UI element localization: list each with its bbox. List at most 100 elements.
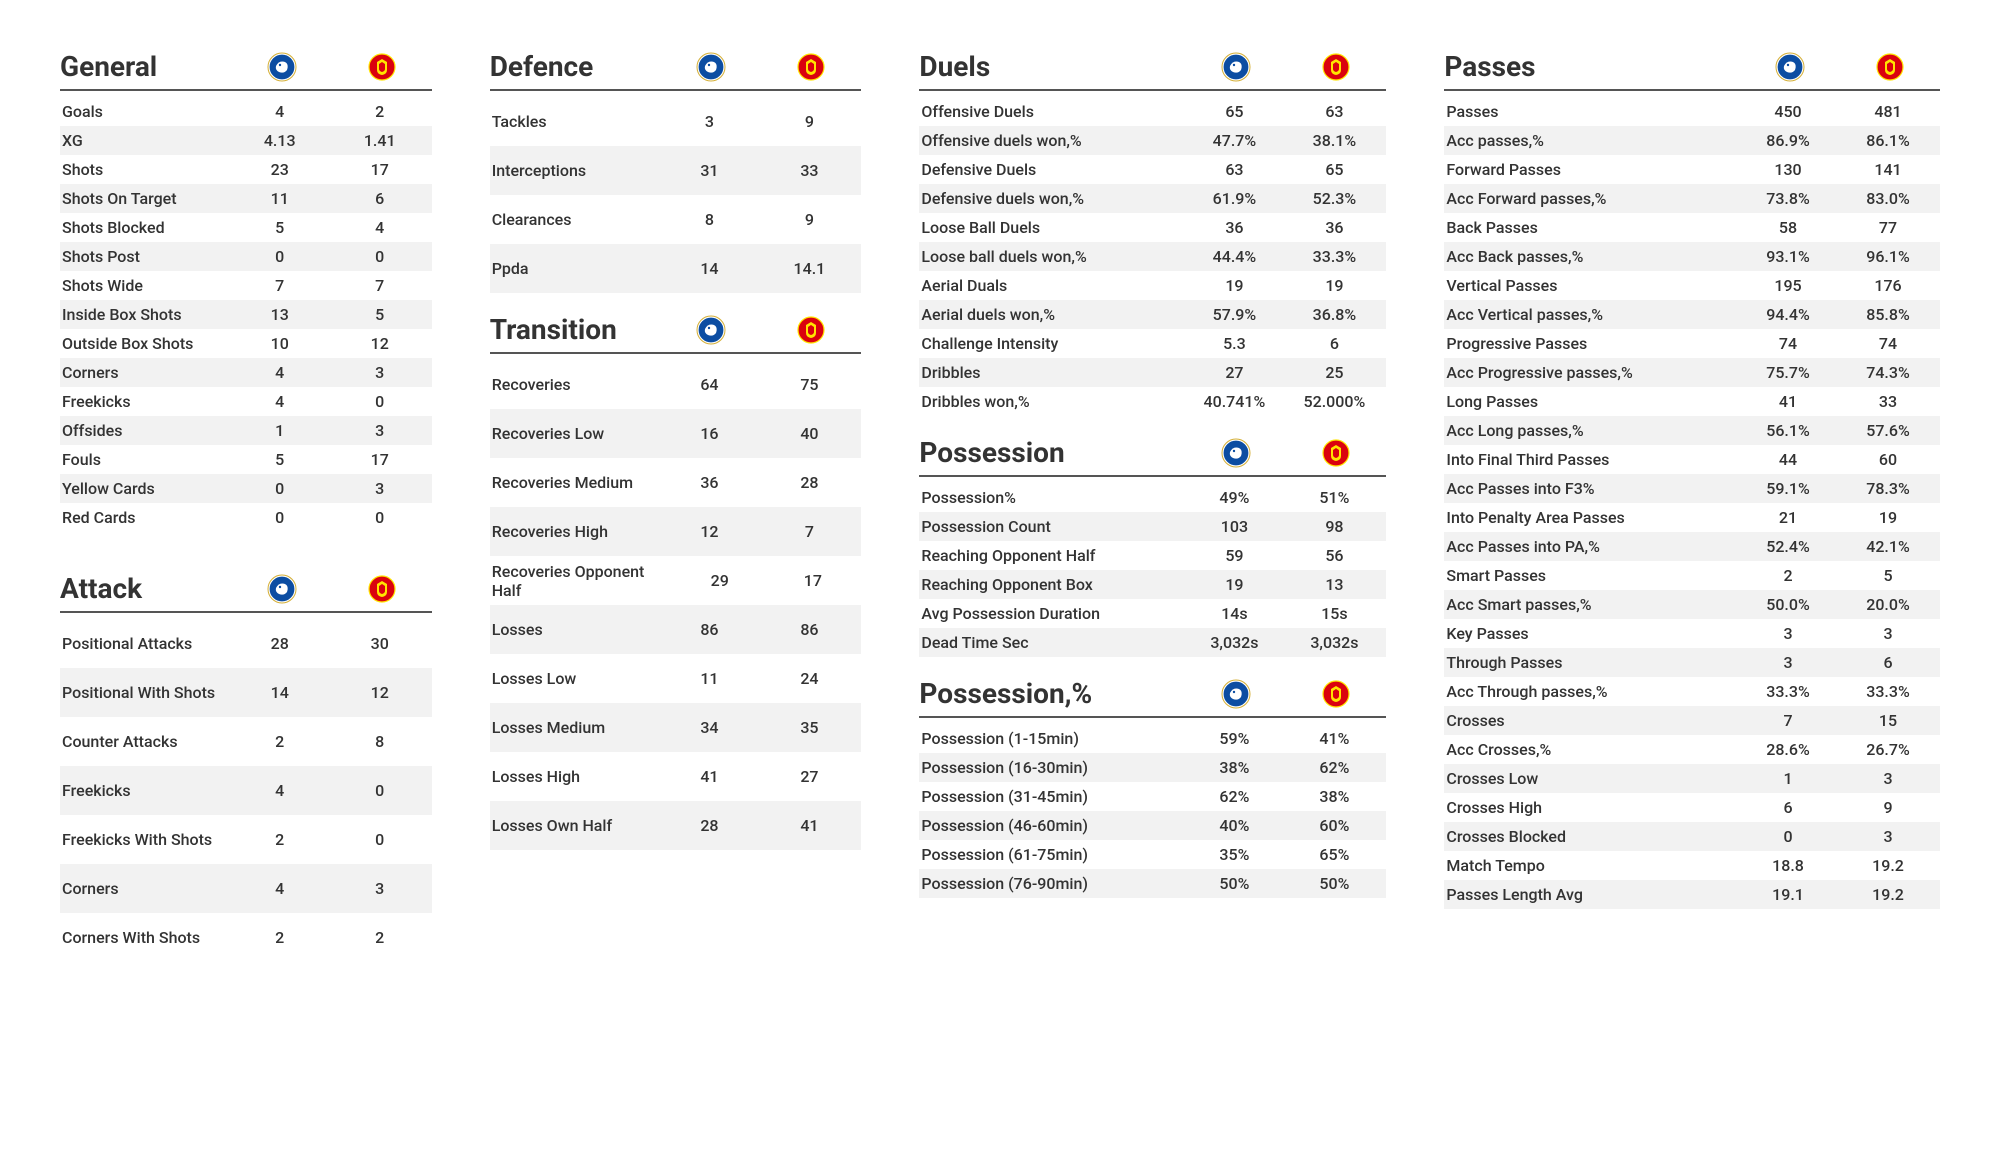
stat-value-team1: 5: [230, 450, 330, 469]
stat-label: Recoveries Low: [492, 424, 660, 443]
team2-crest-icon: [761, 315, 861, 345]
stat-value-team1: 3: [1738, 624, 1838, 643]
stat-label: Possession (16-30min): [921, 758, 1184, 777]
stat-value-team2: 60%: [1284, 816, 1384, 835]
stat-label: Losses Medium: [492, 718, 660, 737]
stat-value-team1: 19: [1184, 575, 1284, 594]
stat-value-team2: 65: [1284, 160, 1384, 179]
stat-value-team2: 481: [1838, 102, 1938, 121]
stat-value-team1: 63: [1184, 160, 1284, 179]
section-header: Transition: [490, 313, 862, 354]
team1-crest-icon: [1740, 52, 1840, 82]
stat-value-team1: 19.1: [1738, 885, 1838, 904]
stat-label: Recoveries Medium: [492, 473, 660, 492]
stat-value-team2: 3: [330, 479, 430, 498]
stat-value-team1: 28.6%: [1738, 740, 1838, 759]
stat-label: Defensive Duels: [921, 160, 1184, 179]
stat-row: Freekicks With Shots20: [60, 815, 432, 864]
stat-row: Red Cards00: [60, 503, 432, 532]
stat-label: Back Passes: [1446, 218, 1738, 237]
stat-value-team2: 41%: [1284, 729, 1384, 748]
stat-row: Losses Medium3435: [490, 703, 862, 752]
stat-value-team1: 4: [230, 781, 330, 800]
team1-crest-icon: [1186, 679, 1286, 709]
stat-row: Possession Count10398: [919, 512, 1386, 541]
stat-label: Challenge Intensity: [921, 334, 1184, 353]
stat-row: Yellow Cards03: [60, 474, 432, 503]
stat-value-team2: 50%: [1284, 874, 1384, 893]
stat-label: Passes Length Avg: [1446, 885, 1738, 904]
stat-value-team2: 28: [759, 473, 859, 492]
stat-row: Tackles39: [490, 97, 862, 146]
stat-label: Aerial Duals: [921, 276, 1184, 295]
section-title: Duels: [919, 50, 1186, 83]
stat-label: Acc Back passes,%: [1446, 247, 1738, 266]
stat-value-team1: 2: [230, 830, 330, 849]
stat-row: Acc Crosses,%28.6%26.7%: [1444, 735, 1940, 764]
stat-row: Loose ball duels won,%44.4%33.3%: [919, 242, 1386, 271]
team1-crest-icon: [1186, 438, 1286, 468]
stat-row: Possession (16-30min)38%62%: [919, 753, 1386, 782]
stat-label: XG: [62, 131, 230, 150]
stat-value-team2: 20.0%: [1838, 595, 1938, 614]
team2-crest-icon: [1286, 679, 1386, 709]
stat-row: Clearances89: [490, 195, 862, 244]
stat-value-team1: 4: [230, 102, 330, 121]
stat-row: Offensive duels won,%47.7%38.1%: [919, 126, 1386, 155]
stat-value-team1: 74: [1738, 334, 1838, 353]
stat-row: Shots Post00: [60, 242, 432, 271]
stat-value-team2: 63: [1284, 102, 1384, 121]
section-rows: Possession%49%51%Possession Count10398Re…: [919, 483, 1386, 657]
stat-value-team1: 64: [659, 375, 759, 394]
stat-row: Recoveries Opponent Half2917: [490, 556, 862, 605]
stat-label: Recoveries High: [492, 522, 660, 541]
stat-row: Possession (1-15min)59%41%: [919, 724, 1386, 753]
stat-value-team1: 50.0%: [1738, 595, 1838, 614]
stat-value-team1: 28: [659, 816, 759, 835]
stat-value-team1: 58: [1738, 218, 1838, 237]
team2-crest-icon: [1286, 52, 1386, 82]
stat-label: Reaching Opponent Half: [921, 546, 1184, 565]
stat-row: Key Passes33: [1444, 619, 1940, 648]
stat-value-team2: 8: [330, 732, 430, 751]
stat-value-team1: 86.9%: [1738, 131, 1838, 150]
stat-label: Crosses High: [1446, 798, 1738, 817]
stat-row: Vertical Passes195176: [1444, 271, 1940, 300]
stat-label: Acc Vertical passes,%: [1446, 305, 1738, 324]
stat-value-team1: 103: [1184, 517, 1284, 536]
section-title: Possession,%: [919, 677, 1186, 710]
stat-label: Corners: [62, 879, 230, 898]
stat-label: Forward Passes: [1446, 160, 1738, 179]
stat-row: Outside Box Shots1012: [60, 329, 432, 358]
stat-label: Shots On Target: [62, 189, 230, 208]
stat-row: Inside Box Shots135: [60, 300, 432, 329]
stat-value-team2: 9: [759, 112, 859, 131]
stat-value-team1: 28: [230, 634, 330, 653]
stat-row: Passes450481: [1444, 97, 1940, 126]
section-header: General: [60, 50, 432, 91]
stat-row: Aerial duels won,%57.9%36.8%: [919, 300, 1386, 329]
stat-label: Losses High: [492, 767, 660, 786]
stat-value-team1: 11: [230, 189, 330, 208]
stat-value-team1: 56.1%: [1738, 421, 1838, 440]
stat-label: Recoveries Opponent Half: [492, 562, 674, 600]
stat-value-team1: 2: [230, 732, 330, 751]
stat-value-team1: 4: [230, 392, 330, 411]
stat-label: Avg Possession Duration: [921, 604, 1184, 623]
stat-value-team1: 36: [659, 473, 759, 492]
stat-row: Reaching Opponent Box1913: [919, 570, 1386, 599]
section-duels: Duels Offensive Duels6563Offensive duels…: [919, 50, 1386, 416]
stat-label: Into Final Third Passes: [1446, 450, 1738, 469]
section-rows: Tackles39Interceptions3133Clearances89Pp…: [490, 97, 862, 293]
section-transition: Transition Recoveries6475Recoveries Low1…: [490, 313, 862, 850]
stat-row: Shots On Target116: [60, 184, 432, 213]
stat-label: Shots Post: [62, 247, 230, 266]
stat-row: Corners With Shots22: [60, 913, 432, 962]
team1-crest-icon: [661, 52, 761, 82]
section-title: Possession: [919, 436, 1186, 469]
stat-value-team2: 26.7%: [1838, 740, 1938, 759]
stat-label: Acc Long passes,%: [1446, 421, 1738, 440]
stat-row: Acc Vertical passes,%94.4%85.8%: [1444, 300, 1940, 329]
stat-row: Acc Passes into PA,%52.4%42.1%: [1444, 532, 1940, 561]
stat-value-team2: 78.3%: [1838, 479, 1938, 498]
